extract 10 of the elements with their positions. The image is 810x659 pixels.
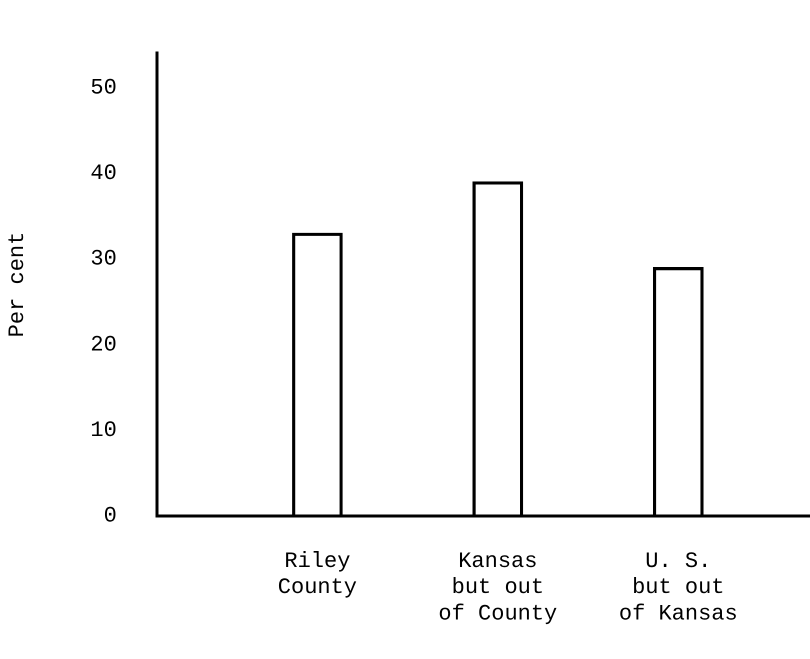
x-tick-label: Riley County xyxy=(278,548,358,600)
y-axis-title: Per cent xyxy=(5,232,30,338)
y-tick-label: 30 xyxy=(90,246,117,272)
y-tick-label: 40 xyxy=(90,160,117,186)
y-tick-label: 20 xyxy=(90,332,117,358)
x-tick-label: Kansas but out of County xyxy=(438,548,558,627)
y-tick-label: 0 xyxy=(104,504,117,529)
y-tick-label: 50 xyxy=(90,75,117,100)
x-tick-label: U. S. but out of Kansas xyxy=(618,548,738,627)
y-tick-label: 10 xyxy=(90,418,117,443)
